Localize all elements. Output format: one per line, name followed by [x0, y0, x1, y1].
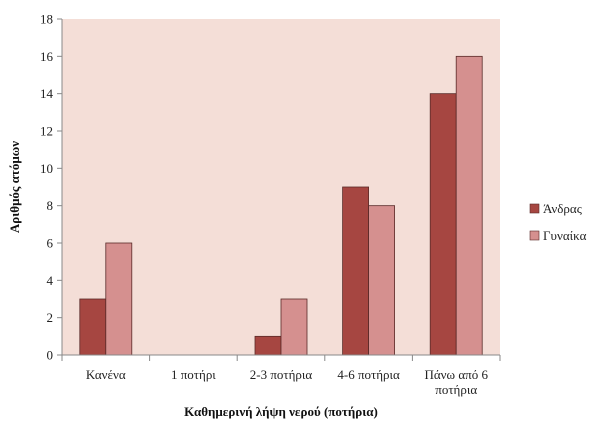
legend-swatch-1	[529, 230, 540, 241]
bar-gynaika-2	[280, 298, 308, 356]
y-tick-label: 2	[47, 310, 54, 325]
x-tick-label: Κανένα	[86, 367, 126, 382]
bar-andras-0	[79, 298, 107, 356]
x-tick-label: Πάνω από 6	[424, 367, 488, 382]
y-tick-label: 4	[47, 273, 54, 288]
bar-andras-4	[429, 93, 457, 356]
x-tick-label: ποτήρια	[435, 382, 477, 397]
bar-andras-3	[342, 186, 370, 356]
legend-label-1: Γυναίκα	[543, 228, 587, 243]
x-tick-label: 2-3 ποτήρια	[250, 367, 313, 382]
y-tick-label: 14	[40, 86, 54, 101]
y-tick-label: 0	[47, 348, 54, 363]
x-tick-label: 1 ποτήρι	[171, 367, 216, 382]
y-axis-title: Αριθμός ατόμων	[7, 141, 22, 233]
bar-gynaika-0	[105, 242, 133, 356]
legend: Άνδρας Γυναίκα	[529, 201, 587, 243]
y-tick-label: 12	[40, 124, 53, 139]
legend-swatch-0	[529, 203, 540, 214]
y-tick-label: 6	[47, 236, 54, 251]
y-tick-label: 8	[47, 198, 54, 213]
y-tick-label: 18	[40, 12, 53, 27]
bar-gynaika-4	[455, 55, 483, 356]
y-tick-label: 16	[40, 49, 54, 64]
bar-andras-2	[254, 335, 282, 356]
y-tick-label: 10	[40, 161, 53, 176]
x-tick-label: 4-6 ποτήρια	[337, 367, 400, 382]
legend-label-0: Άνδρας	[543, 201, 583, 216]
x-axis-title: Καθημερινή λήψη νερού (ποτήρια)	[184, 404, 378, 419]
bar-gynaika-3	[368, 205, 396, 356]
